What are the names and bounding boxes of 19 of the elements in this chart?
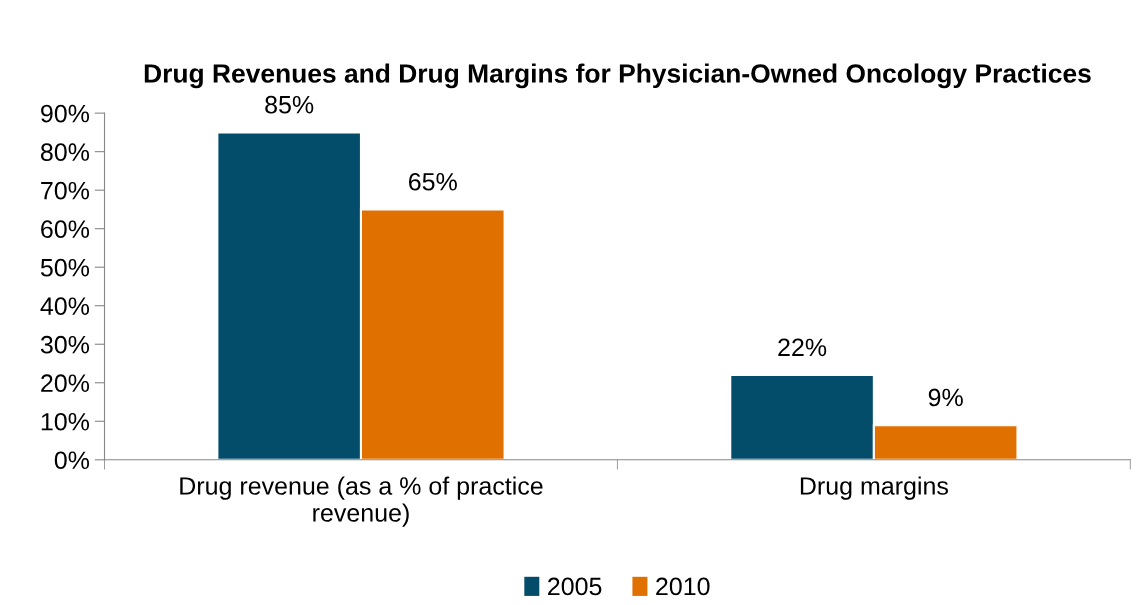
legend-label: 2010 <box>656 577 710 596</box>
data-label: 85% <box>265 95 314 114</box>
y-tick-label: 90% <box>41 104 90 123</box>
x-tick-label: Drug revenue (as a % of practice revenue) <box>180 476 543 527</box>
chart-title: Drug Revenues and Drug Margins for Physician-Owned Oncology Practices <box>144 63 1091 89</box>
y-tick-label: 80% <box>40 143 90 161</box>
y-tick-label: 40% <box>40 297 90 316</box>
data-label: 22% <box>778 338 827 357</box>
data-label: 65% <box>409 172 457 191</box>
legend-label: 2005 <box>548 577 602 596</box>
y-tick-label: 20% <box>41 374 90 393</box>
y-tick-label: 30% <box>40 335 90 354</box>
y-tick-label: 70% <box>41 181 90 200</box>
y-tick-label: 10% <box>41 412 90 431</box>
data-label: 9% <box>928 388 963 407</box>
y-tick-label: 50% <box>40 258 90 277</box>
y-tick-label: 60% <box>41 220 90 238</box>
x-tick-label: Drug margins <box>800 476 948 500</box>
y-tick-label: 0% <box>54 451 90 470</box>
